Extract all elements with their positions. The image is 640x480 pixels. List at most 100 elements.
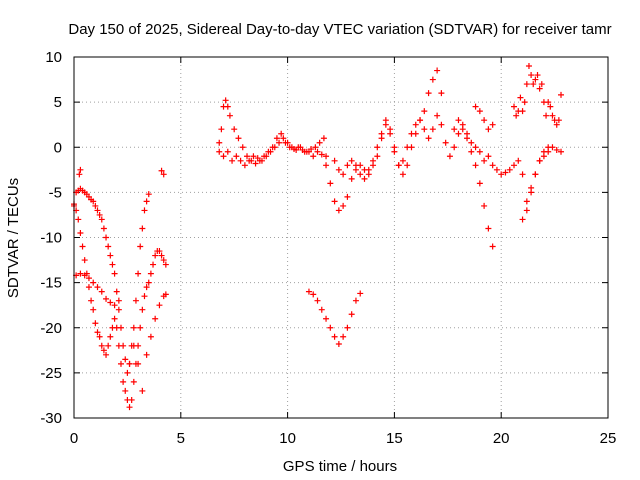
y-tick-label: 10 [45, 49, 62, 66]
data-point [220, 153, 227, 160]
data-point [511, 103, 518, 110]
x-tick-label: 5 [177, 430, 185, 447]
data-point [111, 270, 118, 277]
data-point [547, 103, 554, 110]
data-point [267, 148, 274, 155]
data-point [145, 191, 152, 198]
data-point [152, 252, 159, 259]
data-point [425, 135, 432, 142]
data-point [117, 360, 124, 367]
data-point [536, 157, 543, 164]
x-tick-labels: 0 5 10 15 20 25 [70, 430, 617, 447]
data-point [162, 291, 169, 298]
data-point [361, 175, 368, 182]
data-point [521, 99, 528, 106]
data-point [145, 279, 152, 286]
data-point [370, 157, 377, 164]
data-point [320, 135, 327, 142]
data-point [271, 144, 278, 151]
data-point [305, 288, 312, 295]
data-point [120, 378, 127, 385]
data-point [528, 189, 535, 196]
data-point [498, 171, 505, 178]
data-point [327, 324, 334, 331]
data-point [115, 297, 122, 304]
data-point [81, 257, 88, 264]
data-point [158, 252, 165, 259]
data-point [481, 157, 488, 164]
data-point [340, 333, 347, 340]
data-point [476, 180, 483, 187]
data-point [558, 148, 565, 155]
data-point [107, 252, 114, 259]
data-point [312, 144, 319, 151]
data-point [273, 135, 280, 142]
data-point [472, 162, 479, 169]
data-point [387, 130, 394, 137]
data-point [489, 121, 496, 128]
data-point [374, 144, 381, 151]
data-point [85, 275, 92, 282]
data-point [502, 169, 509, 176]
data-point [115, 342, 122, 349]
x-tick-label: 25 [600, 430, 617, 447]
data-point [511, 162, 518, 169]
grid [74, 57, 608, 418]
data-series [472, 103, 496, 133]
data-point [323, 153, 330, 160]
data-point [515, 157, 522, 164]
data-point [90, 198, 97, 205]
data-point [250, 153, 257, 160]
data-point [523, 207, 530, 214]
data-point [297, 144, 304, 151]
data-point [100, 347, 107, 354]
data-point [278, 130, 285, 137]
data-point [348, 175, 355, 182]
data-point [513, 112, 520, 119]
plot-frame [73, 56, 609, 419]
data-point [464, 130, 471, 137]
data-point [132, 297, 139, 304]
data-point [335, 340, 342, 347]
data-point [523, 198, 530, 205]
data-point [549, 144, 556, 151]
data-point [314, 297, 321, 304]
data-point [280, 135, 287, 142]
data-point [536, 85, 543, 92]
data-point [126, 404, 133, 411]
data-point [139, 225, 146, 232]
chart-title: Day 150 of 2025, Sidereal Day-to-day VTE… [68, 21, 611, 38]
data-point [293, 146, 300, 153]
data-point [523, 81, 530, 88]
data-point [421, 126, 428, 133]
data-point [139, 387, 146, 394]
data-point [543, 112, 550, 119]
data-point [472, 103, 479, 110]
data-point [85, 284, 92, 291]
data-point [216, 148, 223, 155]
data-point [156, 302, 163, 309]
data-point [517, 94, 524, 101]
data-point [476, 148, 483, 155]
data-point [525, 63, 532, 70]
data-series [126, 291, 169, 394]
data-point [310, 291, 317, 298]
data-point [378, 130, 385, 137]
data-point [139, 306, 146, 313]
data-point [310, 153, 317, 160]
data-point [90, 306, 97, 313]
data-point [141, 207, 148, 214]
data-point [88, 297, 95, 304]
data-point [399, 157, 406, 164]
data-point [233, 153, 240, 160]
data-point [558, 91, 565, 98]
data-point [545, 99, 552, 106]
data-point [468, 148, 475, 155]
data-point [226, 112, 233, 119]
data-point [417, 117, 424, 124]
data-point [451, 144, 458, 151]
data-point [115, 306, 122, 313]
data-point [246, 157, 253, 164]
data-point [160, 171, 167, 178]
